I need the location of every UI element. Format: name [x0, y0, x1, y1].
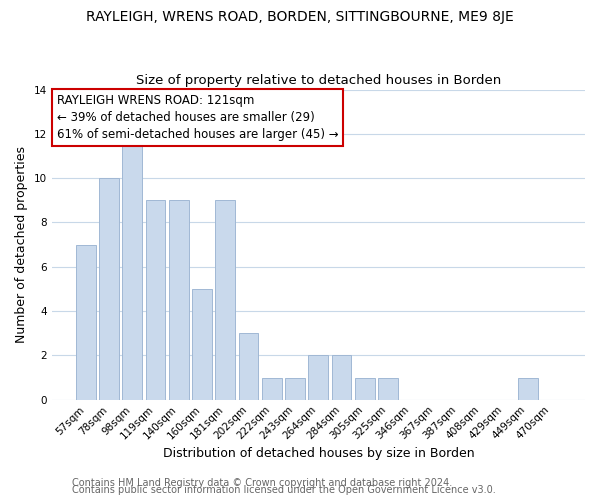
- Bar: [355, 378, 375, 400]
- Text: RAYLEIGH WRENS ROAD: 121sqm
← 39% of detached houses are smaller (29)
61% of sem: RAYLEIGH WRENS ROAD: 121sqm ← 39% of det…: [57, 94, 338, 141]
- Bar: [122, 134, 142, 400]
- Bar: [215, 200, 235, 400]
- Bar: [332, 356, 352, 400]
- Bar: [262, 378, 282, 400]
- Bar: [169, 200, 188, 400]
- Bar: [378, 378, 398, 400]
- Bar: [76, 244, 95, 400]
- Bar: [146, 200, 166, 400]
- Bar: [192, 289, 212, 400]
- Title: Size of property relative to detached houses in Borden: Size of property relative to detached ho…: [136, 74, 501, 87]
- Text: RAYLEIGH, WRENS ROAD, BORDEN, SITTINGBOURNE, ME9 8JE: RAYLEIGH, WRENS ROAD, BORDEN, SITTINGBOU…: [86, 10, 514, 24]
- Y-axis label: Number of detached properties: Number of detached properties: [15, 146, 28, 343]
- Text: Contains HM Land Registry data © Crown copyright and database right 2024.: Contains HM Land Registry data © Crown c…: [72, 478, 452, 488]
- X-axis label: Distribution of detached houses by size in Borden: Distribution of detached houses by size …: [163, 447, 474, 460]
- Bar: [99, 178, 119, 400]
- Bar: [285, 378, 305, 400]
- Bar: [518, 378, 538, 400]
- Bar: [239, 334, 259, 400]
- Text: Contains public sector information licensed under the Open Government Licence v3: Contains public sector information licen…: [72, 485, 496, 495]
- Bar: [308, 356, 328, 400]
